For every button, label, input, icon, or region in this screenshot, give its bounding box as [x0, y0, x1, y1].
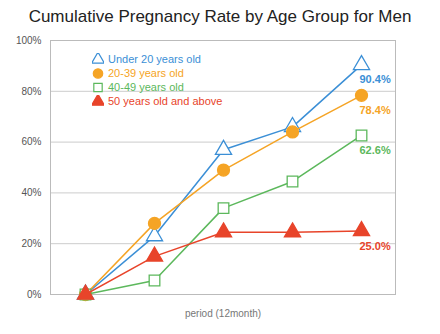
- html-text:Under 20 years old: Under 20 years old: [108, 53, 201, 65]
- svg-text:78.4%: 78.4%: [360, 104, 391, 116]
- svg-text:period (12month): period (12month): [185, 308, 261, 319]
- html-text:40-49 years old: 40-49 years old: [108, 81, 184, 93]
- svg-text:20%: 20%: [21, 238, 41, 249]
- svg-text:25.0%: 25.0%: [360, 240, 391, 252]
- svg-text:0%: 0%: [27, 289, 42, 300]
- html-text:50 years old and above: 50 years old and above: [108, 95, 223, 107]
- svg-text:80%: 80%: [21, 86, 41, 97]
- svg-text:60%: 60%: [21, 136, 41, 147]
- html-text:20-39 years old: 20-39 years old: [108, 67, 184, 79]
- html-text:Cumulative Pregnancy Rate by A: Cumulative Pregnancy Rate by Age Group f…: [28, 7, 412, 26]
- svg-text:40%: 40%: [21, 187, 41, 198]
- svg-text:100%: 100%: [16, 35, 42, 46]
- svg-text:62.6%: 62.6%: [360, 144, 391, 156]
- svg-text:90.4%: 90.4%: [360, 73, 391, 85]
